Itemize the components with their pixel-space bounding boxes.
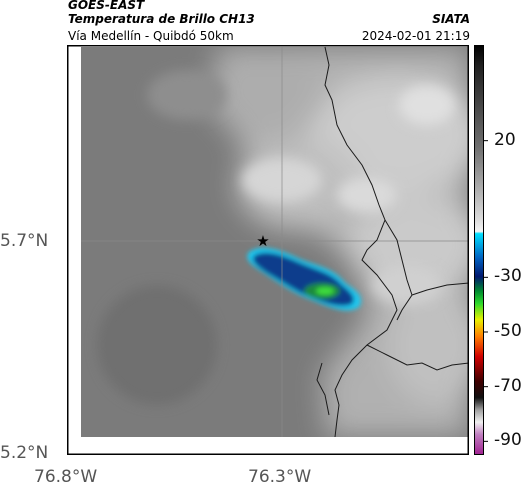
colorbar-tick-label: 20 [494, 129, 516, 150]
colorbar-gradient [474, 45, 484, 455]
agency-label: SIATA [432, 12, 470, 26]
product-title: Temperatura de Brillo CH13 [68, 12, 255, 26]
map-border [67, 45, 469, 455]
political-boundaries [316, 46, 469, 438]
colorbar-tick-label: -70 [494, 375, 522, 396]
brightness-temperature-field [81, 47, 469, 437]
lat-label-5.7: 5.7°N [0, 231, 49, 251]
satellite-label: GOES-EAST [68, 0, 145, 12]
region-label: Vía Medellín - Quibdó 50km [68, 29, 234, 43]
storm-cell [247, 247, 362, 311]
satellite-map: ★ [67, 45, 469, 455]
star-icon: ★ [256, 232, 269, 250]
lon-label-76.8: 76.8°W [34, 467, 98, 487]
colorbar-tick-label: -50 [494, 321, 522, 341]
temperature-colorbar [474, 45, 488, 455]
lon-label-76.3: 76.3°W [248, 467, 312, 487]
colorbar-tick-label: -90 [494, 430, 522, 451]
timestamp-label: 2024-02-01 21:19 [361, 29, 470, 43]
lat-label-5.2: 5.2°N [0, 443, 49, 463]
colorbar-tick-label: -30 [494, 266, 522, 287]
